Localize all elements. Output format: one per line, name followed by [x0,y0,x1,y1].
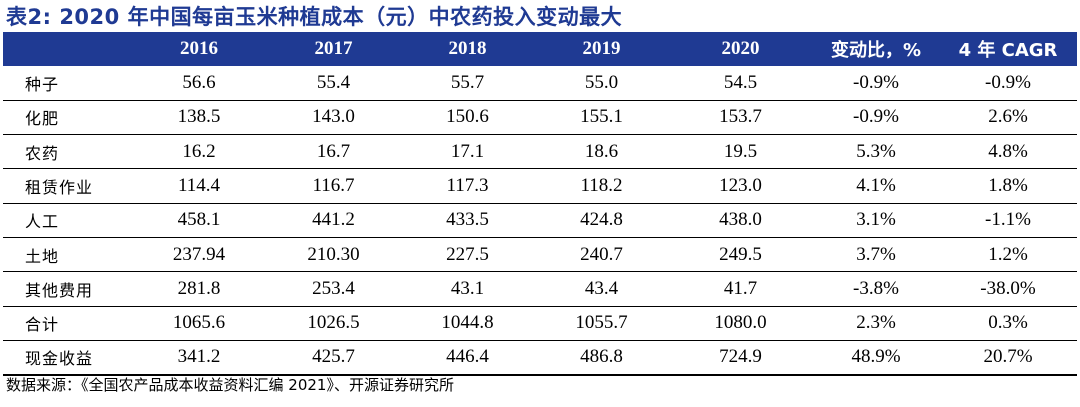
table-cell: 150.6 [446,106,489,128]
header-cell-change: 变动比，% [830,40,922,61]
table-row: 化肥 138.5 143.0 150.6 155.1 153.7 -0.9% 2.6% [3,100,1077,135]
table-row: 土地 237.94 210.30 227.5 240.7 249.5 3.7% 1.2% [3,237,1077,272]
table-row: 种子 56.6 55.4 55.7 55.0 54.5 -0.9% -0.9% [3,66,1077,101]
table-cell: 153.7 [719,106,762,128]
table-cell: -1.1% [985,209,1031,231]
table-cell: 724.9 [719,346,762,368]
table-row: 农药 16.2 16.7 17.1 18.6 19.5 5.3% 4.8% [3,135,1077,169]
table-cell: 54.5 [723,71,758,93]
table-cell: 116.7 [312,175,355,197]
table-cell: -3.8% [853,277,899,299]
table-cell: 249.5 [719,243,762,265]
table-row: 其他费用 281.8 253.4 43.1 43.4 41.7 -3.8% -38.0% [3,272,1077,307]
header-cell-2017: 2017 [314,38,353,59]
row-label: 化肥 [25,109,60,129]
table-cell: 281.8 [177,277,221,299]
table-cell: 486.8 [580,346,623,368]
table-cell: 1065.6 [172,312,226,334]
row-label: 合计 [25,315,60,335]
table-cell: 55.4 [316,71,351,93]
row-label: 土地 [25,246,60,266]
table-cell: 117.3 [446,175,489,197]
source-note: 数据来源：《全国农产品成本收益资料汇编 2021》、开源证券研究所 [6,376,454,394]
header-cell-label [3,32,131,66]
table-cell: 438.0 [719,209,762,231]
table-cell: -38.0% [980,277,1036,299]
table-cell: 138.5 [177,106,221,128]
table-cell: 143.0 [312,106,355,128]
table-cell: 16.2 [182,140,216,162]
table-cell: 4.8% [988,140,1028,162]
table-cell: 1055.7 [575,312,628,334]
table-cell: 17.1 [450,140,485,162]
table-cell: 1.2% [988,243,1028,265]
table-cell: 43.4 [584,277,619,299]
table-cell: -0.9% [853,71,899,93]
table-cell: 1080.0 [714,312,767,334]
table-cell: 20.7% [983,346,1033,368]
table-title: 表2: 2020 年中国每亩玉米种植成本（元）中农药投入变动最大 [6,5,623,29]
header-cell-2016: 2016 [180,38,218,59]
table-header-row: 2016 2017 2018 2019 2020 变动比，% 4 年 CAGR [3,32,1077,66]
row-label: 农药 [25,143,60,163]
table-cell: 5.3% [856,140,896,162]
header-cell-cagr: 4 年 CAGR [958,40,1058,61]
row-label: 人工 [25,212,60,232]
table-cell: 425.7 [312,346,355,368]
row-label: 种子 [25,74,60,94]
table-row: 现金收益 341.2 425.7 446.4 486.8 724.9 48.9% 20.7% [3,340,1077,375]
table-cell: 341.2 [177,346,221,368]
table-row: 合计 1065.6 1026.5 1044.8 1055.7 1080.0 2.3% 0.3% [3,306,1077,341]
table-cell: -0.9% [985,71,1031,93]
table-cell: 114.4 [177,175,221,197]
table-cell: 3.7% [856,243,896,265]
cost-table: 2016 2017 2018 2019 2020 变动比，% 4 年 CAGR … [3,32,1077,376]
table-cell: 18.6 [584,140,619,162]
row-label: 租赁作业 [25,178,94,198]
table-cell: 458.1 [177,209,221,231]
table-cell: 41.7 [723,277,758,299]
table-cell: 118.2 [580,175,623,197]
table-cell: 123.0 [719,175,762,197]
table-cell: 253.4 [312,277,355,299]
row-label: 其他费用 [25,280,94,300]
table-cell: 1044.8 [441,312,494,334]
table-cell: 43.1 [450,277,485,299]
table-cell: 48.9% [851,346,901,368]
header-cell-2018: 2018 [448,38,487,59]
table-cell: 2.3% [856,312,896,334]
table-row: 人工 458.1 441.2 433.5 424.8 438.0 3.1% -1.1% [3,203,1077,238]
table-body: 种子 56.6 55.4 55.7 55.0 54.5 -0.9% -0.9% 化肥 138.5 1… [3,66,1077,375]
table-cell: 1.8% [988,175,1028,197]
table-cell: 446.4 [446,346,489,368]
table-cell: 55.0 [584,71,619,93]
header-cell-2019: 2019 [582,38,621,59]
table-cell: 424.8 [580,209,623,231]
header-cell-2020: 2020 [721,38,760,59]
table-cell: 3.1% [856,209,896,231]
table-cell: 441.2 [312,209,355,231]
table-cell: 0.3% [988,312,1028,334]
table-cell: 1026.5 [307,312,360,334]
table-cell: 56.6 [182,71,216,93]
table-cell: 237.94 [172,243,226,265]
table-cell: 155.1 [580,106,623,128]
table-cell: 55.7 [450,71,485,93]
table-cell: -0.9% [853,106,899,128]
table-cell: 4.1% [856,175,896,197]
table-cell: 210.30 [307,243,360,265]
table-cell: 19.5 [723,140,758,162]
table-row: 租赁作业 114.4 116.7 117.3 118.2 123.0 4.1% 1.8% [3,169,1077,204]
table-cell: 16.7 [316,140,351,162]
table-cell: 433.5 [446,209,489,231]
row-label: 现金收益 [25,349,94,369]
table-cell: 2.6% [988,106,1028,128]
table-cell: 227.5 [446,243,489,265]
table-cell: 240.7 [580,243,623,265]
